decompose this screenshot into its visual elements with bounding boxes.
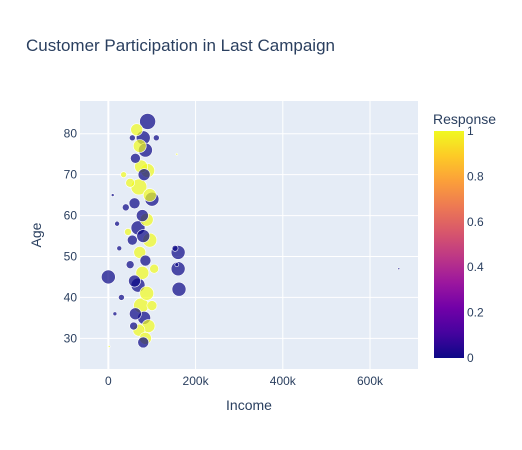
y-tick-label: 70 bbox=[64, 168, 78, 182]
data-point bbox=[120, 171, 127, 178]
data-point bbox=[153, 134, 160, 142]
data-point bbox=[129, 134, 136, 142]
colorbar-tick-label: 1 bbox=[467, 124, 474, 138]
x-axis-label: Income bbox=[226, 397, 272, 413]
data-point bbox=[146, 300, 158, 311]
data-point bbox=[110, 193, 115, 197]
data-point bbox=[128, 274, 141, 288]
x-axis-ticks: 0 200k 400k 600k bbox=[105, 374, 384, 388]
data-point bbox=[124, 228, 132, 236]
data-point bbox=[118, 294, 125, 301]
data-point bbox=[125, 178, 135, 188]
colorbar-title: Response bbox=[433, 111, 496, 127]
y-axis-label: Age bbox=[28, 222, 44, 247]
data-point bbox=[149, 263, 159, 274]
chart-title: Customer Participation in Last Campaign bbox=[26, 36, 335, 55]
data-point bbox=[101, 269, 116, 285]
data-point bbox=[121, 203, 130, 212]
colorbar-tick-label: 0.2 bbox=[467, 306, 484, 320]
y-tick-label: 40 bbox=[64, 290, 78, 304]
colorbar-ticks: 0 0.2 0.4 0.6 0.8 1 bbox=[467, 124, 484, 365]
data-point bbox=[112, 311, 118, 317]
data-point bbox=[127, 234, 138, 246]
data-point bbox=[139, 254, 152, 267]
colorbar-tick-label: 0.8 bbox=[467, 169, 484, 183]
data-point bbox=[139, 286, 155, 301]
data-point bbox=[137, 336, 150, 349]
data-point bbox=[397, 267, 401, 271]
y-tick-label: 30 bbox=[64, 331, 78, 345]
y-tick-label: 80 bbox=[64, 127, 78, 141]
data-point bbox=[129, 307, 142, 321]
data-point bbox=[175, 152, 179, 156]
data-point bbox=[135, 266, 150, 280]
data-point bbox=[116, 245, 123, 252]
x-tick-label: 400k bbox=[270, 374, 297, 388]
data-point bbox=[132, 139, 147, 153]
data-point bbox=[137, 168, 151, 181]
data-point bbox=[139, 113, 156, 130]
data-point bbox=[171, 244, 179, 252]
colorbar bbox=[434, 131, 464, 358]
colorbar-tick-label: 0 bbox=[467, 351, 474, 365]
data-point bbox=[171, 281, 187, 297]
y-tick-label: 50 bbox=[64, 249, 78, 263]
data-point bbox=[129, 321, 138, 331]
data-point bbox=[128, 197, 141, 210]
data-point bbox=[136, 209, 149, 222]
x-tick-label: 200k bbox=[183, 374, 210, 388]
data-point bbox=[130, 152, 141, 164]
x-tick-label: 0 bbox=[105, 374, 112, 388]
data-point bbox=[130, 123, 143, 136]
data-points bbox=[101, 113, 401, 349]
data-point bbox=[142, 188, 157, 202]
x-tick-label: 600k bbox=[357, 374, 384, 388]
y-tick-label: 60 bbox=[64, 209, 78, 223]
data-point bbox=[107, 345, 111, 348]
data-point bbox=[174, 262, 180, 267]
data-point bbox=[114, 220, 120, 227]
data-point bbox=[133, 246, 147, 259]
data-point bbox=[125, 260, 135, 269]
y-axis-ticks: 30 40 50 60 70 80 bbox=[64, 127, 78, 346]
colorbar-tick-label: 0.6 bbox=[467, 215, 484, 229]
colorbar-tick-label: 0.4 bbox=[467, 260, 484, 274]
data-point bbox=[136, 229, 151, 243]
